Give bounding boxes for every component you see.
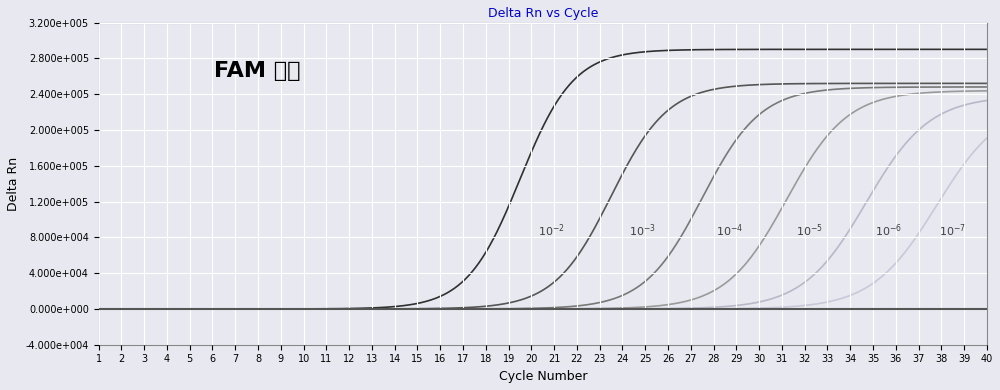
Text: $10^{-5}$: $10^{-5}$ [796, 223, 823, 239]
Text: $10^{-6}$: $10^{-6}$ [875, 223, 902, 239]
Text: $10^{-7}$: $10^{-7}$ [939, 223, 966, 239]
Title: Delta Rn vs Cycle: Delta Rn vs Cycle [488, 7, 598, 20]
X-axis label: Cycle Number: Cycle Number [499, 370, 587, 383]
Text: FAM 通道: FAM 通道 [214, 61, 301, 81]
Y-axis label: Delta Rn: Delta Rn [7, 156, 20, 211]
Text: $10^{-4}$: $10^{-4}$ [716, 223, 743, 239]
Text: $10^{-3}$: $10^{-3}$ [629, 223, 656, 239]
Text: $10^{-2}$: $10^{-2}$ [538, 223, 565, 239]
